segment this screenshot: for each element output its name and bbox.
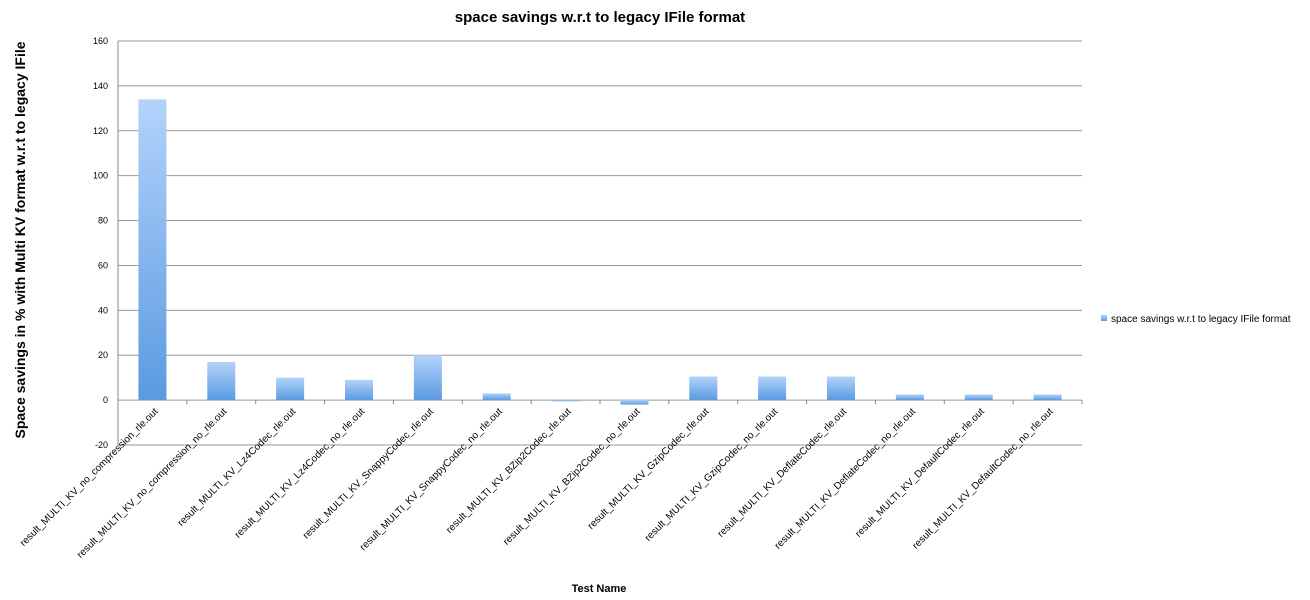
x-tick-label: result_MULTI_KV_BZip2Codec_no_rle.out: [501, 406, 642, 547]
y-tick-label: 80: [98, 216, 108, 226]
x-tick-label: result_MULTI_KV_DeflateCodec_rle.out: [716, 406, 850, 540]
bars: [138, 99, 1062, 405]
y-tick-label: 140: [93, 81, 108, 91]
y-axis-ticks: -20 0 20 40 60 80 100 120 140 160: [93, 36, 108, 450]
x-tick-label: result_MULTI_KV_DefaultCodec_no_rle.out: [910, 406, 1055, 551]
legend: space savings w.r.t to legacy IFile form…: [1101, 314, 1291, 325]
grid-lines: [118, 40, 1082, 446]
y-tick-label: 20: [98, 350, 108, 360]
x-tick-label: result_MULTI_KV_no_compression_rle.out: [18, 406, 161, 549]
x-tick-label: result_MULTI_KV_Lz4Codec_no_rle.out: [233, 406, 367, 540]
x-tick-label: result_MULTI_KV_GzipCodec_rle.out: [586, 406, 712, 532]
legend-label: space savings w.r.t to legacy IFile form…: [1111, 314, 1291, 325]
x-tick-label: result_MULTI_KV_no_compression_no_rle.ou…: [75, 406, 229, 560]
y-tick-label: 160: [93, 36, 108, 46]
bar: [276, 377, 305, 401]
x-tick-label: result_MULTI_KV_SnappyCodec_no_rle.out: [358, 406, 505, 553]
bar: [1033, 394, 1062, 401]
bar: [895, 394, 924, 401]
bar: [482, 393, 511, 401]
x-tick-label: result_MULTI_KV_SnappyCodec_rle.out: [301, 406, 436, 541]
bar: [345, 379, 373, 401]
bar: [827, 376, 855, 401]
x-tick-label: result_MULTI_KV_BZip2Codec_rle.out: [444, 406, 574, 536]
bar: [207, 361, 236, 401]
legend-swatch: [1101, 315, 1107, 321]
x-axis-ticks: result_MULTI_KV_no_compression_rle.outre…: [18, 400, 1083, 561]
y-tick-label: 100: [93, 171, 108, 181]
bar: [964, 394, 993, 401]
x-tick-label: result_MULTI_KV_GzipCodec_no_rle.out: [643, 406, 781, 544]
bar: [620, 400, 649, 405]
bar: [758, 376, 787, 401]
chart-title: space savings w.r.t to legacy IFile form…: [455, 9, 745, 26]
bar: [413, 355, 442, 401]
y-tick-label: 60: [98, 260, 108, 270]
x-tick-label: result_MULTI_KV_Lz4Codec_rle.out: [176, 406, 299, 529]
y-tick-label: 0: [103, 395, 108, 405]
bar: [551, 400, 580, 402]
x-tick-label: result_MULTI_KV_DefaultCodec_rle.out: [853, 406, 987, 540]
y-tick-label: 120: [93, 126, 108, 136]
y-tick-label: -20: [95, 440, 108, 450]
bar: [689, 376, 718, 401]
y-tick-label: 40: [98, 305, 108, 315]
bar: [138, 99, 167, 401]
y-axis-label: Space savings in % with Multi KV format …: [12, 41, 28, 438]
x-axis-label: Test Name: [572, 583, 627, 595]
x-tick-label: result_MULTI_KV_DeflateCodec_no_rle.out: [773, 406, 918, 551]
